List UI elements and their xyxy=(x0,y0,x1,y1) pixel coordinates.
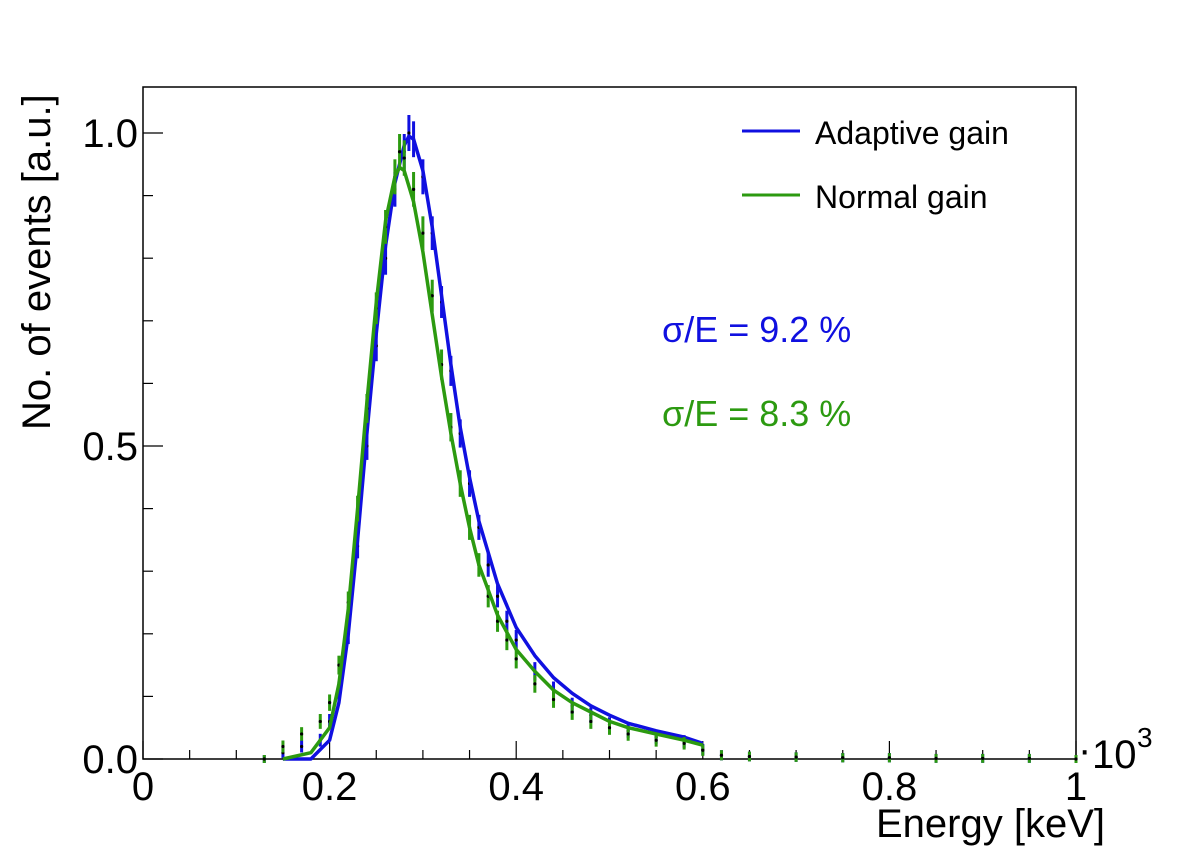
data-point xyxy=(262,757,266,761)
data-point xyxy=(981,756,985,760)
fit-curve xyxy=(282,165,704,761)
x-tick-label: 1 xyxy=(1065,765,1087,809)
legend: Adaptive gain Normal gain xyxy=(742,115,1009,215)
data-point xyxy=(300,732,304,736)
data-point xyxy=(701,748,705,752)
x-tick-label: 0.8 xyxy=(862,765,918,809)
data-point xyxy=(607,726,612,730)
y-tick-label: 1.0 xyxy=(82,112,138,156)
x-tick-label: 0 xyxy=(132,765,154,809)
data-point xyxy=(514,638,518,642)
data-point xyxy=(505,619,509,623)
data-point xyxy=(495,594,500,598)
data-point xyxy=(486,563,490,567)
data-point xyxy=(421,231,425,235)
data-point xyxy=(887,756,892,760)
data-point xyxy=(719,753,724,757)
resolution-annotation-adaptive: σ/E = 9.2 % xyxy=(662,309,851,350)
data-point xyxy=(411,187,416,191)
data-point xyxy=(407,131,411,135)
data-point xyxy=(626,732,630,736)
resolution-annotation-normal: σ/E = 8.3 % xyxy=(662,393,851,434)
data-point xyxy=(300,744,304,749)
x-multiplier-dot: · xyxy=(1078,728,1091,772)
data-point xyxy=(402,156,406,160)
legend-label-adaptive: Adaptive gain xyxy=(815,115,1009,151)
data-point xyxy=(551,697,556,702)
series-layer xyxy=(262,115,1078,763)
data-point xyxy=(841,756,845,760)
legend-label-normal: Normal gain xyxy=(815,179,988,215)
data-point xyxy=(1074,757,1078,761)
data-point xyxy=(318,719,322,724)
data-point xyxy=(495,619,500,623)
data-point xyxy=(589,719,593,724)
x-tick-label: 0.2 xyxy=(302,765,358,809)
data-point xyxy=(747,754,752,759)
data-point xyxy=(514,657,518,661)
x-tick-label: 0.6 xyxy=(675,765,731,809)
data-point xyxy=(1027,756,1031,760)
data-point xyxy=(397,150,402,154)
data-point xyxy=(533,682,537,686)
data-point xyxy=(934,756,938,760)
x-multiplier-exponent: 3 xyxy=(1137,722,1153,753)
series-1 xyxy=(262,133,1078,763)
fit-curve xyxy=(282,134,704,761)
y-tick-label: 0.0 xyxy=(82,738,138,782)
data-point xyxy=(505,638,509,642)
data-point xyxy=(430,294,434,298)
y-tick-label: 0.5 xyxy=(82,425,138,469)
y-axis-ticks: 0.0 0.5 1.0 xyxy=(82,112,163,782)
x-axis-ticks: 0 0.2 0.4 0.6 0.8 1 xyxy=(132,741,1087,809)
data-point xyxy=(281,744,285,749)
x-axis-title: Energy [keV] xyxy=(876,802,1105,846)
data-point xyxy=(682,741,686,745)
data-point xyxy=(794,755,798,759)
data-point xyxy=(328,701,332,705)
x-multiplier-base: 10 xyxy=(1092,733,1137,777)
x-tick-label: 0.4 xyxy=(488,765,544,809)
data-point xyxy=(654,738,658,742)
data-point xyxy=(570,710,574,714)
y-axis-title: No. of events [a.u.] xyxy=(15,94,59,430)
